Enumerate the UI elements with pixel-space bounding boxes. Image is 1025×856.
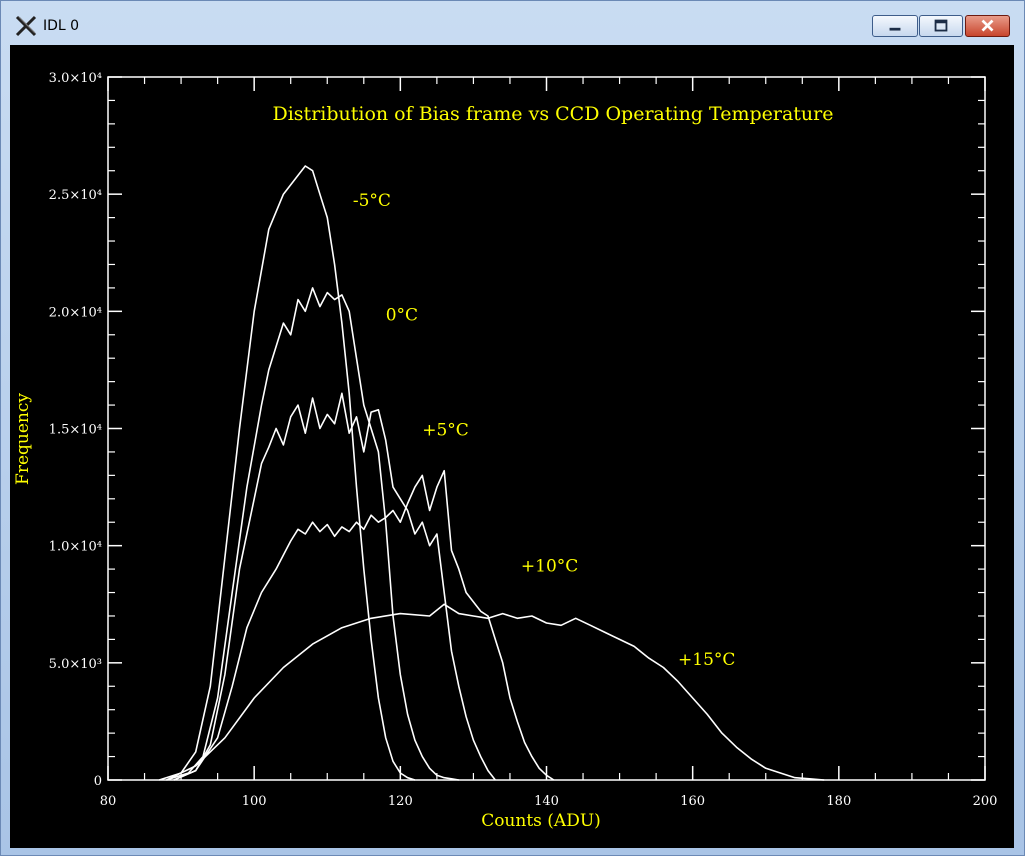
series-group: -5°C 0°C +5°C +10°C +15°C xyxy=(158,165,825,781)
y-tick-label: 2.0×10⁴ xyxy=(49,305,102,320)
x-tick-label: 120 xyxy=(388,794,413,809)
close-icon xyxy=(981,19,994,32)
series-label-3: +5°C xyxy=(422,421,469,441)
series-line-3 xyxy=(173,392,496,781)
y-axis-label: Frequency xyxy=(13,393,33,485)
window-title: IDL 0 xyxy=(43,18,80,34)
series-label-5: +15°C xyxy=(678,650,735,670)
series-label-4: +10°C xyxy=(521,556,578,576)
x-tick-label: 160 xyxy=(680,794,705,809)
title-bar[interactable]: IDL 0 xyxy=(1,1,1024,45)
series-line-5 xyxy=(166,603,825,781)
series-label-2: 0°C xyxy=(386,306,418,326)
x-tick-label: 100 xyxy=(242,794,267,809)
x-tick-label: 140 xyxy=(534,794,559,809)
x-tick-label: 180 xyxy=(826,794,851,809)
y-tick-label: 2.5×10⁴ xyxy=(49,188,102,203)
plot-area: Distribution of Bias frame vs CCD Operat… xyxy=(10,45,1014,848)
chart-title: Distribution of Bias frame vs CCD Operat… xyxy=(273,103,834,125)
y-tick-label: 5.0×10³ xyxy=(49,657,102,672)
y-tick-label: 1.0×10⁴ xyxy=(49,540,102,555)
maximize-button[interactable] xyxy=(919,15,963,37)
maximize-icon xyxy=(934,19,948,32)
series-line-4 xyxy=(173,469,555,781)
y-tick-label: 0 xyxy=(94,774,102,789)
y-tick-label: 3.0×10⁴ xyxy=(49,71,102,86)
series-label-1: -5°C xyxy=(353,191,391,211)
x-tick-label: 200 xyxy=(973,794,998,809)
y-tick-label: 1.5×10⁴ xyxy=(49,423,102,438)
line-chart: Distribution of Bias frame vs CCD Operat… xyxy=(13,71,998,831)
axes: 80 100 120 140 160 180 200 0 5.0×10³ 1.0×10⁴ 1.5×1… xyxy=(49,71,998,809)
idl-x-logo-icon xyxy=(15,15,37,37)
series-line-1 xyxy=(158,165,416,781)
series-line-2 xyxy=(166,287,459,781)
minimize-icon xyxy=(889,27,901,31)
minimize-button[interactable] xyxy=(872,15,918,37)
x-tick-label: 80 xyxy=(100,794,117,809)
close-button[interactable] xyxy=(965,15,1010,37)
x-axis-label: Counts (ADU) xyxy=(481,811,601,831)
